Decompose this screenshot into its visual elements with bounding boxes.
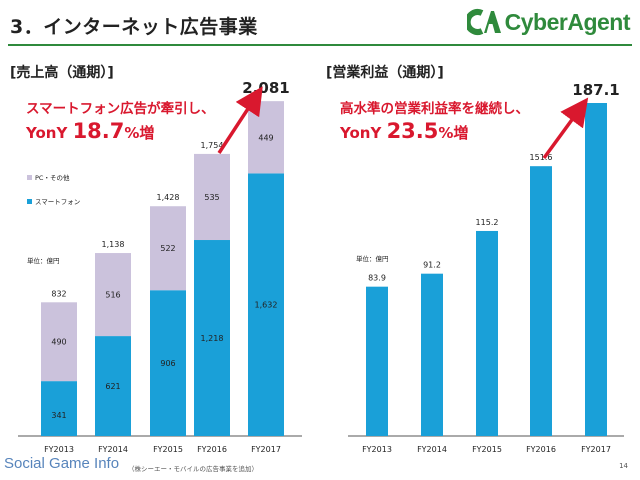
legend-swatch-smartphone — [27, 199, 32, 204]
profit-bar-fy2017 — [585, 103, 607, 436]
sales-bar-pc-fy2014 — [95, 253, 131, 337]
sales-total-fy2016: 1,754 — [201, 141, 224, 150]
profit-label-fy2015: 115.2 — [476, 218, 499, 227]
sales-bar-smartphone-fy2013 — [41, 381, 77, 436]
sales-total-fy2017: 2,081 — [242, 79, 289, 97]
cyberagent-logo-icon — [466, 9, 501, 35]
sales-callout-line1: スマートフォン広告が牽引し、 — [26, 101, 215, 117]
sales-section-label: [売上高（通期）] — [10, 65, 114, 81]
sales-growth-value: 18.7 — [72, 119, 125, 143]
sales-label-pc-fy2017: 449 — [258, 133, 273, 142]
sales-label-smartphone-fy2015: 906 — [160, 359, 175, 368]
profit-growth-arrow — [542, 97, 589, 160]
sales-label-smartphone-fy2017: 1,632 — [255, 301, 278, 310]
sales-total-fy2015: 1,428 — [157, 193, 180, 202]
profit-bar-fy2014 — [421, 273, 443, 436]
profit-tick-fy2013: FY2013 — [362, 445, 392, 454]
footnote: （株シーエー・モバイルの広告事業を追加） — [128, 465, 258, 473]
profit-callout-suffix: %増 — [438, 124, 469, 142]
profit-tick-fy2014: FY2014 — [417, 445, 447, 454]
sales-bar-pc-fy2015 — [150, 206, 186, 291]
profit-section-label: [営業利益（通期）] — [326, 65, 444, 81]
sales-tick-fy2014: FY2014 — [98, 445, 128, 454]
sales-label-pc-fy2016: 535 — [204, 193, 219, 202]
sales-callout-prefix: YonY — [26, 124, 73, 142]
page-title: 3．インターネット広告事業 — [10, 16, 258, 38]
sales-label-smartphone-fy2016: 1,218 — [201, 334, 224, 343]
profit-callout-line2: YonY 23.5%増 — [340, 119, 529, 143]
profit-bar-fy2015 — [476, 230, 498, 436]
profit-label-fy2014: 91.2 — [423, 261, 441, 270]
operating-profit-chart: 83.9 FY2013 91.2 FY2014 115.2 FY2015 151.6 FY20… — [348, 81, 624, 454]
watermark: Social Game Info — [4, 455, 120, 472]
profit-unit-label: 単位：億円 — [356, 254, 389, 263]
profit-bar-fy2016 — [530, 166, 552, 436]
sales-bar-pc-fy2016 — [194, 153, 230, 241]
profit-label-fy2016: 151.6 — [530, 153, 553, 162]
sales-growth-arrow — [217, 86, 263, 154]
profit-callout-line1: 高水準の営業利益率を継続し、 — [340, 101, 529, 117]
page-number: 14 — [619, 462, 628, 470]
profit-tick-fy2015: FY2015 — [472, 445, 502, 454]
profit-callout-prefix: YonY — [340, 124, 387, 142]
sales-label-pc-fy2013: 490 — [51, 338, 66, 347]
profit-label-fy2013: 83.9 — [368, 274, 386, 283]
sales-total-fy2013: 832 — [51, 289, 66, 298]
sales-tick-fy2016: FY2016 — [197, 445, 227, 454]
profit-callout: 高水準の営業利益率を継続し、 YonY 23.5%増 — [340, 97, 529, 143]
sales-label-smartphone-fy2014: 621 — [105, 382, 120, 391]
sales-bar-smartphone-fy2015 — [150, 290, 186, 436]
profit-label-fy2017: 187.1 — [572, 81, 619, 99]
sales-tick-fy2017: FY2017 — [251, 445, 281, 454]
sales-label-pc-fy2014: 516 — [105, 291, 120, 300]
sales-bar-smartphone-fy2014 — [95, 336, 131, 436]
sales-chart: 341 490 832 FY2013 621 516 1,138 FY2014 906 522 1,… — [18, 79, 302, 454]
legend-label-pc: PC・その他 — [35, 173, 70, 182]
profit-tick-fy2017: FY2017 — [581, 445, 611, 454]
legend-swatch-pc — [27, 175, 32, 180]
cyberagent-logo: CyberAgent — [466, 8, 631, 36]
sales-label-smartphone-fy2013: 341 — [51, 411, 66, 420]
sales-total-fy2014: 1,138 — [102, 240, 125, 249]
logo-text: CyberAgent — [504, 8, 631, 35]
sales-bar-smartphone-fy2016 — [194, 240, 230, 436]
sales-tick-fy2015: FY2015 — [153, 445, 183, 454]
profit-bar-fy2013 — [366, 286, 388, 436]
sales-callout-line2: YonY 18.7%増 — [26, 119, 215, 143]
title-divider — [8, 44, 632, 46]
legend-label-smartphone: スマートフォン — [35, 198, 80, 206]
sales-bar-smartphone-fy2017 — [248, 173, 284, 436]
profit-tick-fy2016: FY2016 — [526, 445, 556, 454]
sales-bar-pc-fy2013 — [41, 302, 77, 382]
profit-growth-value: 23.5 — [386, 119, 439, 143]
sales-tick-fy2013: FY2013 — [44, 445, 74, 454]
sales-callout-suffix: %増 — [124, 124, 155, 142]
sales-label-pc-fy2015: 522 — [160, 244, 175, 253]
sales-callout: スマートフォン広告が牽引し、 YonY 18.7%増 — [26, 97, 215, 143]
sales-unit-label: 単位：億円 — [27, 256, 60, 265]
